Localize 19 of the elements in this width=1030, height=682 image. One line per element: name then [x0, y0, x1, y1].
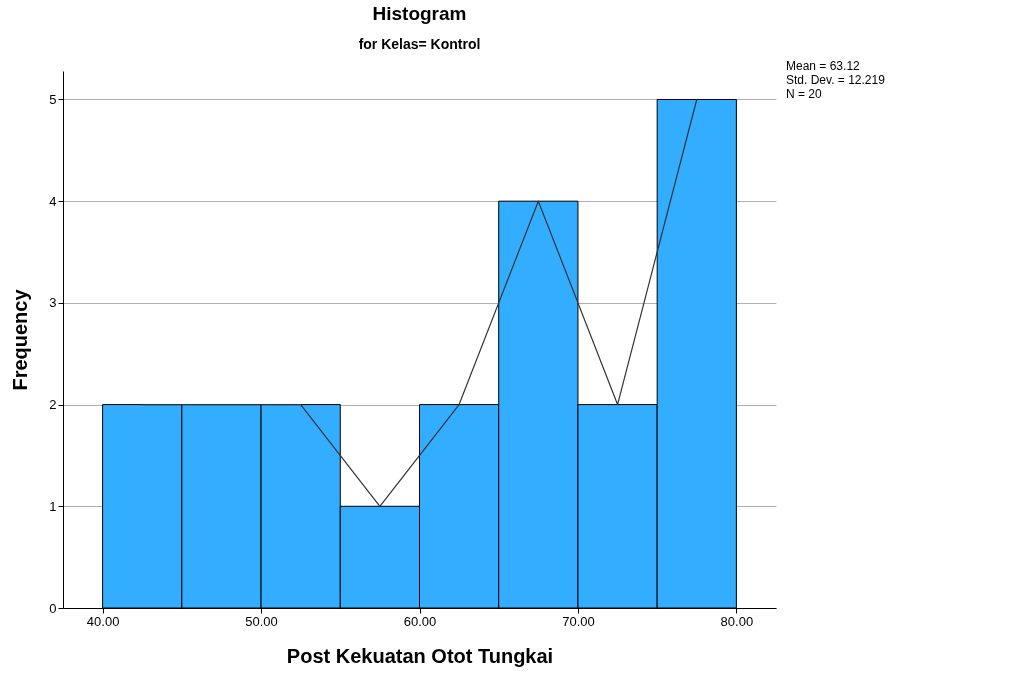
- y-tick-label: 1: [49, 498, 57, 514]
- chart-title: Histogram: [372, 3, 467, 24]
- x-tick-label: 70.00: [562, 613, 595, 629]
- y-tick-label: 3: [49, 295, 57, 311]
- y-tick-label: 2: [49, 397, 57, 413]
- text: N = 20: [786, 87, 823, 101]
- x-axis-title: Post Kekuatan Otot Tungkai: [286, 644, 554, 667]
- x-tick-label: 50.00: [245, 613, 278, 629]
- text: Mean = 63.12: [786, 59, 861, 73]
- x-tick-label: 80.00: [720, 613, 754, 629]
- y-axis-title: Frequency: [9, 288, 32, 391]
- y-tick-label: 5: [49, 91, 57, 107]
- line-series: [141, 98, 698, 507]
- y-tick-label: 4: [49, 193, 57, 209]
- chart-subtitle: for Kelas= Kontrol: [358, 36, 481, 52]
- x-tick-label: 60.00: [403, 613, 437, 629]
- text: Std. Dev. = 12.219: [786, 73, 886, 87]
- x-tick-label: 40.00: [86, 613, 120, 629]
- y-tick-label: 0: [49, 600, 57, 616]
